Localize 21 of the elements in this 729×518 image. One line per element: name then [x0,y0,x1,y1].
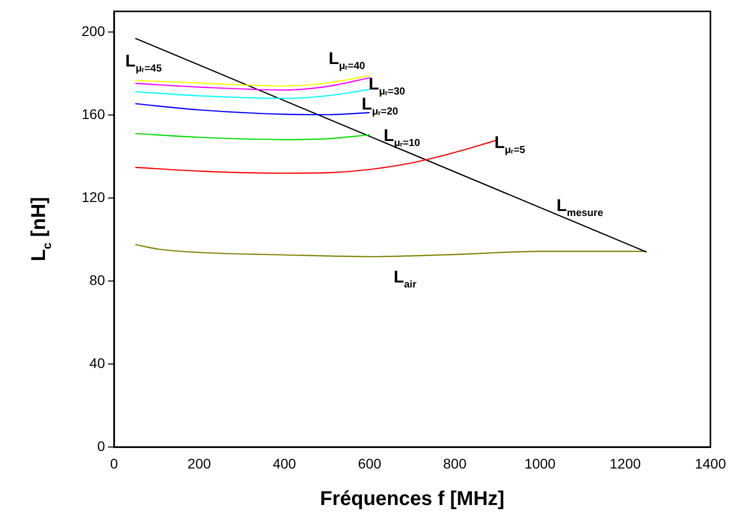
y-tick-label: 200 [82,23,106,39]
line-series [134,77,370,91]
y-tick-label: 160 [82,106,106,122]
line-series [134,244,648,258]
x-tick-label: 1200 [610,455,642,472]
y-tick-label: 0 [97,438,106,454]
y-tick-label: 80 [89,272,106,288]
x-tick-label: 1400 [694,455,726,472]
y-axis-title: Lc [nH] [28,196,54,262]
y-tick-label: 120 [82,188,106,205]
x-tick-label: 800 [443,455,467,472]
line-series [134,132,370,140]
line-series [134,88,370,99]
line-series [134,75,370,87]
x-tick-label: 600 [358,455,382,472]
x-tick-label: 200 [188,455,212,472]
x-tick-label: 0 [110,455,118,472]
x-tick-label: 1000 [524,455,556,472]
y-tick-label: 40 [89,354,106,371]
x-axis-title: Fréquences f [MHz] [320,488,504,510]
x-tick-label: 400 [272,455,296,472]
